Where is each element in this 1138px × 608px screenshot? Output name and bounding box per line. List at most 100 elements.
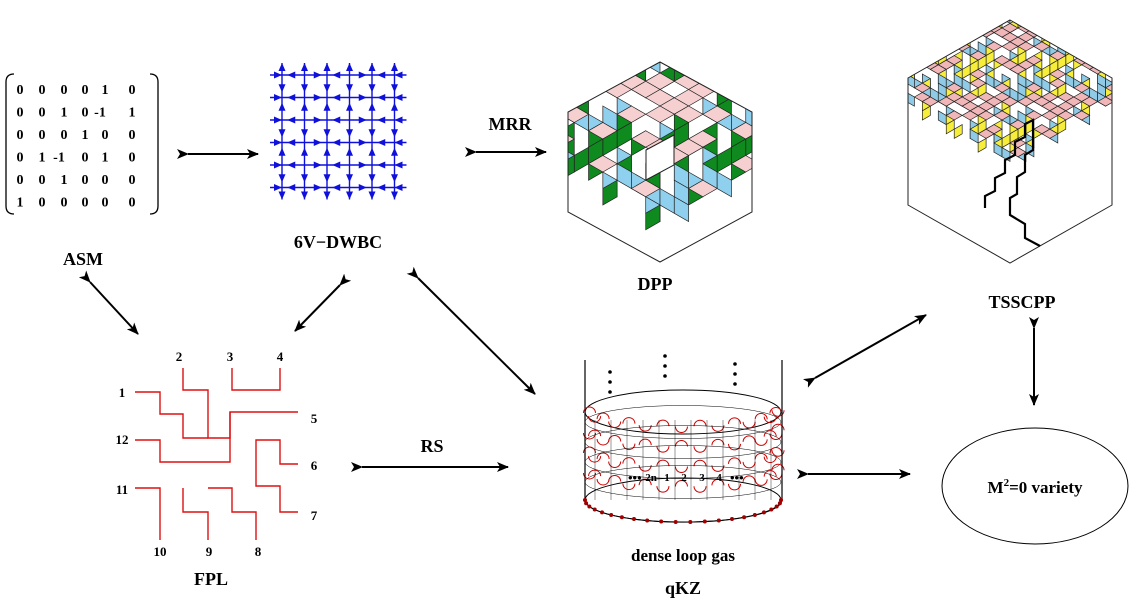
rhombus-tile bbox=[560, 7, 574, 32]
rhombus-tile bbox=[1122, 79, 1130, 93]
cylinder-labels: ••• 2n 1 2 3 4 ••• bbox=[628, 470, 744, 485]
rhombus-tile bbox=[1130, 69, 1138, 78]
rhombus-tile bbox=[531, 106, 560, 123]
edge-arrow bbox=[346, 63, 353, 71]
rhombus-tile bbox=[1122, 0, 1130, 10]
rhombus-tile bbox=[431, 24, 445, 49]
rhombus-tile bbox=[588, 62, 604, 66]
edge-arrow bbox=[394, 116, 403, 124]
rhombus-tile bbox=[851, 42, 859, 56]
rhombus-tile bbox=[946, 0, 954, 10]
svg-text:•••: ••• bbox=[628, 470, 642, 485]
rhombus-tile bbox=[1130, 0, 1138, 14]
asm-entry: 0 bbox=[17, 106, 24, 121]
rhombus-tile bbox=[961, 77, 971, 94]
rhombus-tile bbox=[646, 24, 660, 49]
rhombus-tile bbox=[1057, 20, 1067, 25]
rhombus-tile bbox=[922, 27, 931, 43]
rhombus-tile bbox=[937, 20, 947, 29]
rhombus-tile bbox=[1114, 28, 1122, 42]
rhombus-tile bbox=[568, 62, 590, 74]
rhombus-tile bbox=[446, 0, 460, 24]
rhombus-tile bbox=[531, 40, 545, 65]
rhombus-tile bbox=[1096, 20, 1112, 24]
rhombus-tile bbox=[730, 122, 752, 140]
rhombus-tile bbox=[827, 14, 835, 28]
rhombus-tile bbox=[977, 27, 995, 38]
rhombus-tile bbox=[843, 60, 851, 74]
rhombus-tile bbox=[760, 7, 789, 24]
rhombus-tile bbox=[631, 0, 645, 24]
rhombus-tile bbox=[1065, 41, 1083, 52]
rhombus-tile bbox=[1066, 0, 1082, 5]
rhombus-tile bbox=[1057, 27, 1075, 38]
fpl-number-9: 9 bbox=[206, 544, 213, 559]
rhombus-tile bbox=[1081, 20, 1091, 25]
asm-label: ASM bbox=[63, 249, 103, 269]
rhombus-tile bbox=[616, 62, 647, 74]
edge-arrow bbox=[323, 102, 331, 111]
edge-arrow bbox=[358, 184, 367, 191]
rhombus-tile bbox=[1081, 36, 1091, 52]
loop-arc bbox=[596, 438, 610, 446]
dpp-label: DPP bbox=[638, 274, 673, 294]
edge-arrow bbox=[301, 191, 308, 200]
loop-arc bbox=[771, 463, 785, 471]
edge-arrow bbox=[287, 116, 296, 124]
rhombus-tile bbox=[703, 7, 717, 32]
edge-arrow bbox=[368, 174, 376, 183]
arrows bbox=[78, 147, 1039, 479]
rhombus-tile bbox=[1114, 14, 1130, 23]
rhombus-tile bbox=[827, 0, 843, 5]
rhombus-tile bbox=[1130, 79, 1138, 88]
fpl-number-11: 11 bbox=[116, 482, 128, 497]
rhombus-tile bbox=[1073, 31, 1083, 48]
rhombus-tile bbox=[953, 27, 963, 43]
asm-entry: 0 bbox=[129, 173, 136, 188]
rhombus-tile bbox=[1010, 10, 1026, 19]
rhombus-tile bbox=[994, 0, 1002, 10]
rhombus-tile bbox=[1114, 0, 1130, 5]
rhombus-tile bbox=[937, 27, 947, 43]
rhombus-tile bbox=[874, 0, 888, 24]
edge-arrow bbox=[391, 63, 398, 71]
rhombus-tile bbox=[908, 27, 915, 43]
tsscpp-plane-partition bbox=[771, 0, 1138, 264]
rhombus-tile bbox=[874, 7, 888, 32]
rhombus-tile bbox=[874, 57, 888, 82]
rhombus-tile bbox=[771, 0, 779, 14]
rhombus-tile bbox=[1017, 20, 1027, 29]
rhombus-tile bbox=[811, 5, 827, 14]
rhombus-tile bbox=[937, 22, 947, 38]
asm-entry: 1 bbox=[129, 106, 136, 121]
rhombus-tile bbox=[573, 146, 589, 173]
loop-arc bbox=[674, 426, 688, 433]
rhombus-tile bbox=[859, 28, 867, 42]
edge-arrow bbox=[301, 102, 308, 111]
rhombus-tile bbox=[531, 0, 560, 7]
rhombus-tile bbox=[631, 32, 645, 57]
fpl-number-5: 5 bbox=[311, 411, 318, 426]
loop-arc bbox=[674, 480, 688, 487]
rhombus-tile bbox=[817, 73, 831, 98]
rhombus-tile bbox=[1114, 51, 1130, 60]
rhombus-tile bbox=[1041, 77, 1051, 94]
edge-arrow bbox=[301, 84, 308, 93]
rhombus-tile bbox=[890, 69, 906, 78]
rhombus-tile bbox=[795, 14, 811, 23]
rhombus-tile bbox=[914, 0, 922, 10]
rhombus-tile bbox=[1065, 20, 1075, 29]
rhombus-tile bbox=[961, 27, 971, 43]
rhombus-tile bbox=[687, 179, 718, 198]
edge-arrow bbox=[377, 116, 386, 124]
rhombus-tile bbox=[560, 7, 589, 24]
rhombus-tile bbox=[417, 24, 446, 41]
rhombus-tile bbox=[803, 0, 811, 5]
boundary-point bbox=[716, 518, 721, 523]
rhombus-tile bbox=[843, 42, 859, 51]
rhombus-tile bbox=[789, 90, 803, 115]
loop-arc bbox=[582, 406, 596, 414]
rhombus-tile bbox=[1089, 50, 1098, 66]
rhombus-tile bbox=[811, 14, 819, 28]
rhombus-tile bbox=[731, 0, 745, 24]
